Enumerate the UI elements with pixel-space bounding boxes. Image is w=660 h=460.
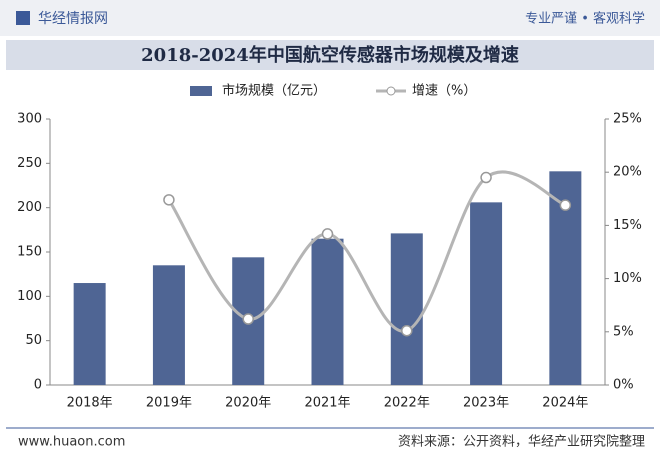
y2-tick-label: 20% [613, 165, 642, 180]
bar [470, 202, 503, 385]
line-marker [321, 228, 334, 240]
x-tick-label: 2018年 [67, 396, 113, 411]
y-tick-label: 250 [17, 156, 42, 171]
y2-tick-label: 5% [613, 324, 634, 339]
x-tick-label: 2022年 [384, 396, 430, 411]
logo [16, 11, 30, 25]
y-tick-label: 150 [17, 245, 42, 260]
chart-title: 2018-2024年中国航空传感器市场规模及增速 [141, 44, 519, 66]
footer-source: 资料来源：公开资料，华经产业研究院整理 [398, 435, 645, 450]
bar [390, 233, 423, 385]
bar [73, 283, 106, 385]
y2-tick-label: 25% [613, 112, 642, 127]
brand: 华经情报网 [38, 11, 108, 27]
footer-site: www.huaon.com [18, 435, 125, 450]
y-tick-label: 0 [34, 378, 42, 393]
legend-swatch [190, 86, 212, 96]
line-marker [480, 171, 492, 184]
y-tick-label: 100 [17, 289, 42, 304]
line-marker [559, 199, 572, 211]
legend-label: 增速（%） [412, 84, 476, 99]
y2-tick-label: 0% [613, 378, 634, 393]
legend-label: 市场规模（亿元） [222, 83, 326, 99]
bar [311, 238, 344, 385]
line-marker [242, 313, 254, 325]
y-tick-label: 50 [25, 333, 42, 348]
x-tick-label: 2021年 [304, 396, 350, 411]
line-marker [401, 324, 413, 337]
x-tick-label: 2024年 [542, 396, 588, 411]
y2-tick-label: 15% [613, 218, 642, 233]
x-tick-label: 2023年 [463, 396, 509, 411]
y-tick-label: 300 [17, 112, 42, 127]
title-band [6, 40, 654, 70]
x-tick-label: 2020年 [225, 396, 271, 411]
line-marker [163, 194, 175, 206]
y-tick-label: 200 [17, 200, 42, 215]
header-bar [0, 0, 660, 36]
bar [152, 265, 185, 385]
x-tick-label: 2019年 [146, 396, 192, 411]
slogan: 专业严谨 • 客观科学 [525, 11, 645, 27]
legend-swatch [386, 86, 396, 96]
y2-tick-label: 10% [613, 271, 642, 286]
